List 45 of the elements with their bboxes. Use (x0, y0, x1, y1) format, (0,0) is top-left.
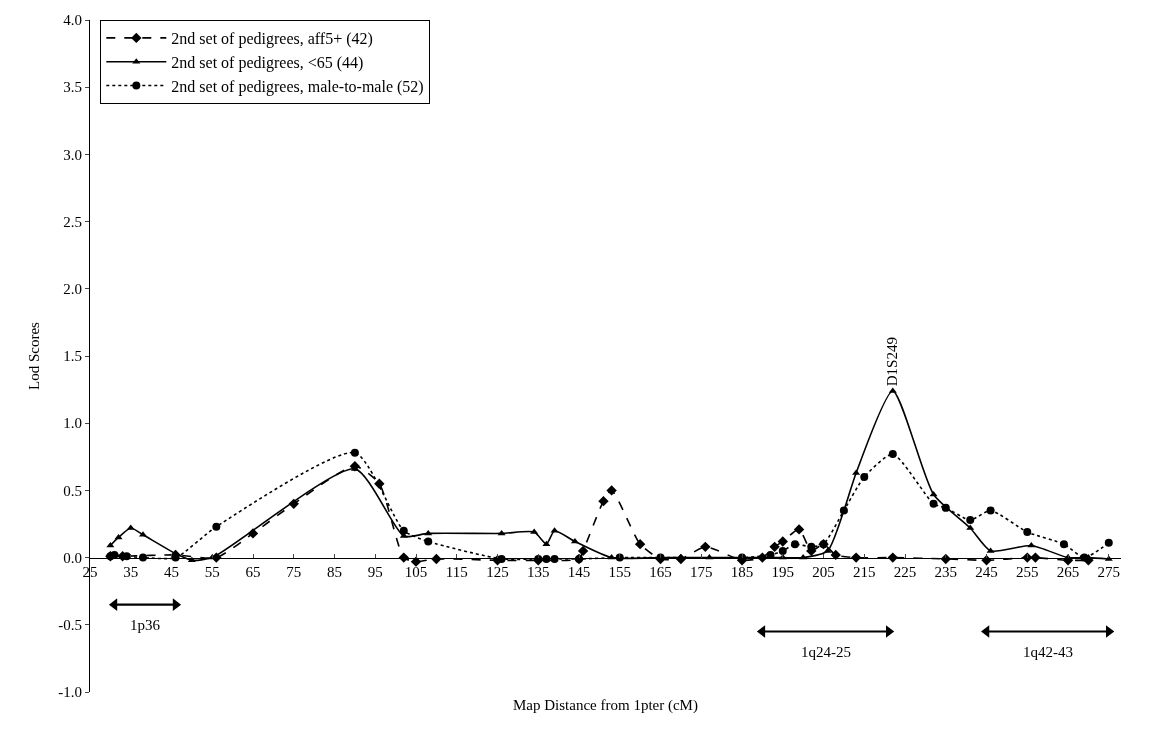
x-tick-label: 125 (486, 563, 509, 580)
y-tick-label: -1.0 (58, 684, 82, 701)
x-tick-label: 215 (853, 563, 876, 580)
y-axis-title: Lod Scores (25, 321, 42, 390)
annotation: 1p36 (130, 617, 161, 633)
y-tick-label: 0.0 (63, 549, 82, 566)
x-tick-label: 115 (445, 563, 468, 580)
x-tick-label: 225 (893, 563, 917, 580)
y-tick-label: 2.5 (63, 213, 82, 230)
x-tick-label: 165 (649, 563, 672, 580)
annotation: D1S249 (884, 337, 901, 387)
x-tick-label: 145 (567, 563, 591, 580)
x-tick-label: 245 (975, 563, 998, 580)
annotation: 1q42-43 (1023, 644, 1073, 660)
y-tick-label: 4.0 (63, 12, 82, 29)
x-tick-label: 85 (327, 563, 343, 580)
x-tick-label: 205 (812, 563, 835, 580)
x-tick-label: 35 (123, 563, 139, 580)
x-tick-label: 105 (404, 563, 428, 580)
x-tick-label: 235 (934, 563, 958, 580)
x-tick-label: 155 (608, 563, 632, 580)
x-tick-label: 45 (164, 563, 179, 580)
y-tick-label: 1.0 (63, 415, 82, 432)
x-tick-label: 185 (730, 563, 754, 580)
x-tick-label: 135 (527, 563, 550, 580)
x-tick-label: 75 (286, 563, 302, 580)
x-tick-label: 95 (367, 563, 383, 580)
x-tick-label: 255 (1016, 563, 1039, 580)
x-tick-label: 265 (1056, 563, 1080, 580)
y-tick-label: 2.0 (63, 281, 82, 298)
x-tick-label: 175 (690, 563, 713, 580)
y-tick-label: 3.0 (63, 146, 82, 163)
x-tick-label: 195 (771, 563, 795, 580)
legend-label: 2nd set of pedigrees, male-to-male (52) (171, 77, 424, 96)
x-tick-label: 55 (204, 563, 220, 580)
y-tick-label: 0.5 (63, 482, 82, 499)
legend-label: 2nd set of pedigrees, aff5+ (42) (171, 30, 373, 49)
annotation: 1q24-25 (801, 644, 851, 660)
y-tick-label: 3.5 (63, 79, 82, 96)
legend-label: 2nd set of pedigrees, <65 (44) (171, 53, 364, 72)
x-axis-title: Map Distance from 1pter (cM) (513, 697, 698, 714)
y-tick-label: 1.5 (63, 348, 82, 365)
y-tick-label: -0.5 (58, 617, 82, 634)
x-tick-label: 275 (1097, 563, 1121, 580)
x-tick-label: 65 (245, 563, 261, 580)
